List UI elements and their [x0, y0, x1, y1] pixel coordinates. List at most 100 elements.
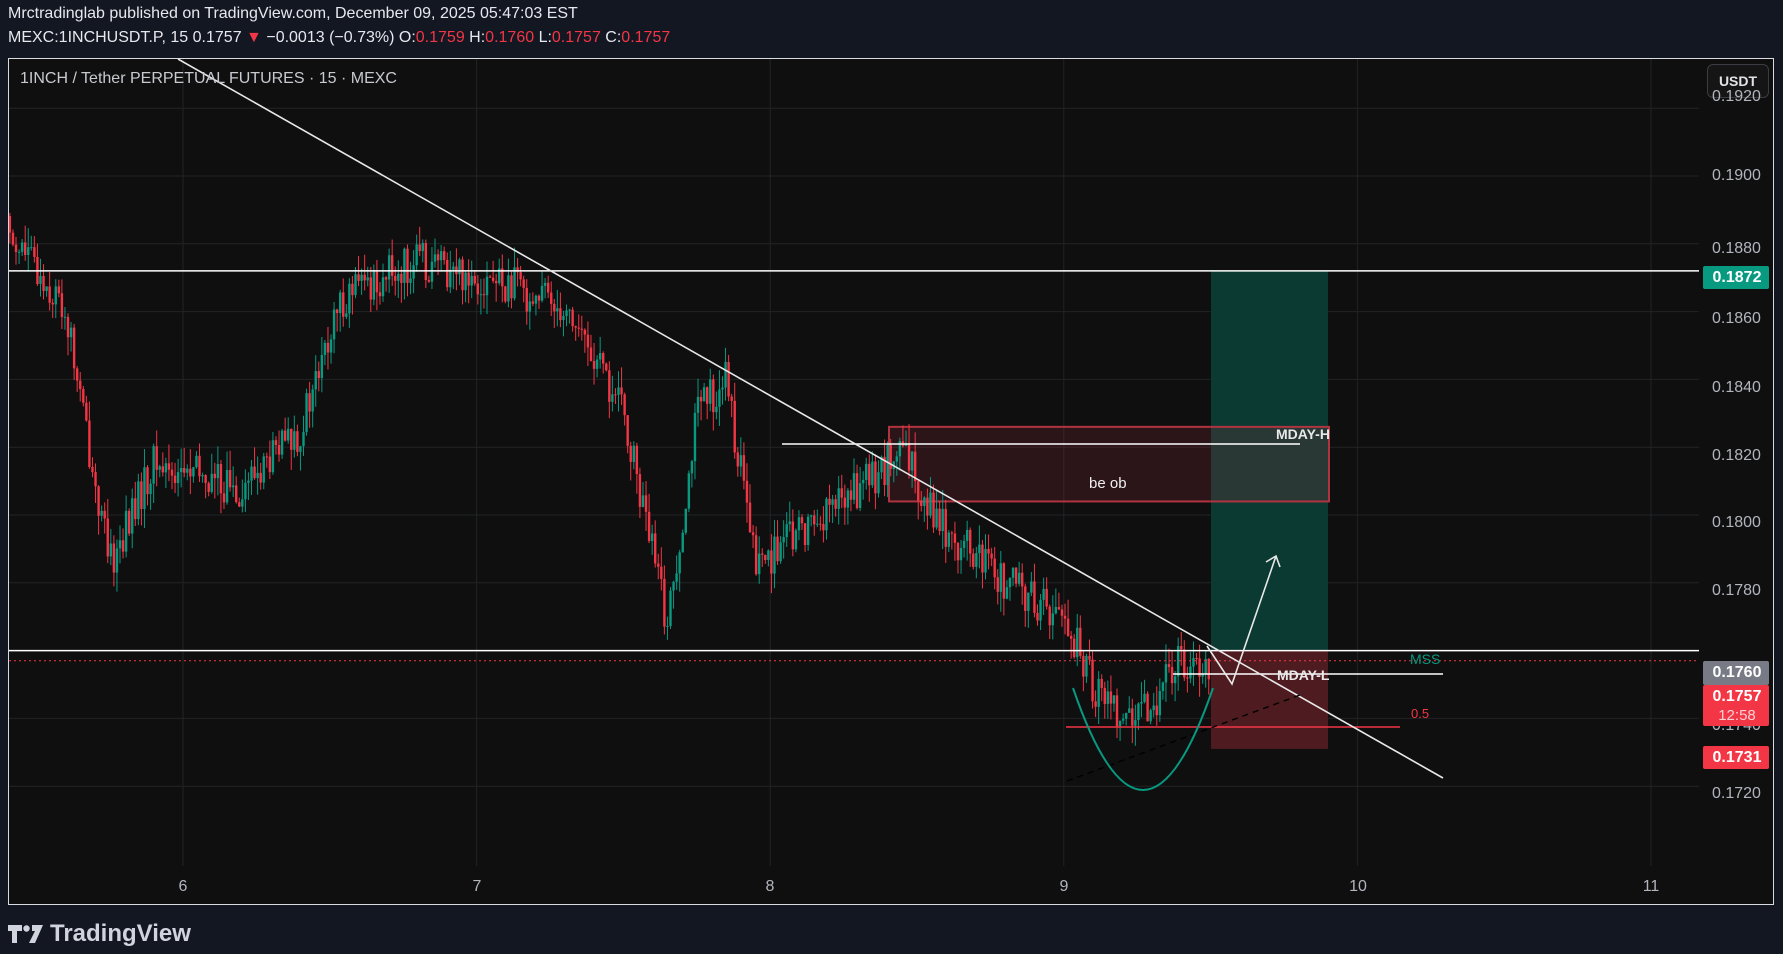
candle-body — [1008, 577, 1012, 588]
candle-body — [990, 553, 993, 559]
candle-body — [1207, 658, 1210, 680]
candle-body — [733, 400, 736, 453]
candle-body — [1036, 612, 1039, 621]
candle-body — [620, 387, 623, 395]
candle-body — [1158, 691, 1162, 716]
candle-body — [176, 472, 180, 484]
candle-body — [794, 530, 798, 550]
candle-body — [442, 251, 446, 260]
candle-body — [522, 279, 525, 288]
candle-body — [690, 461, 694, 474]
candle-body — [375, 270, 379, 293]
candle-body — [127, 510, 131, 534]
mday-high-label: MDAY-H — [1276, 426, 1330, 442]
candle-body — [516, 267, 519, 273]
candle-body — [170, 469, 174, 476]
candle-body — [485, 276, 489, 296]
candle-body — [562, 315, 565, 321]
candle-body — [1024, 586, 1027, 611]
candle-body — [583, 329, 587, 335]
candle-body — [1094, 701, 1097, 707]
candle-body — [189, 468, 192, 477]
candle-body — [861, 479, 865, 484]
candle-body — [962, 540, 966, 548]
candle-body — [874, 461, 877, 494]
candle-body — [715, 406, 718, 413]
candle-body — [709, 379, 712, 404]
candle-body — [244, 482, 247, 500]
candle-body — [491, 277, 495, 281]
candle-body — [978, 544, 981, 554]
candle-body — [418, 244, 421, 252]
bar-countdown: 12:58 — [1718, 707, 1756, 724]
last-price: 0.1757 — [192, 29, 242, 46]
close-value: 0.1757 — [621, 29, 671, 46]
candle-body — [131, 498, 134, 534]
high-label: H: — [469, 29, 486, 46]
candle-body — [115, 548, 119, 573]
candle-body — [1167, 664, 1171, 668]
candle-body — [317, 371, 320, 379]
candle-body — [519, 272, 522, 280]
candle-body — [69, 327, 73, 338]
candle-body — [1033, 581, 1036, 613]
candle-body — [852, 473, 856, 500]
candle-body — [290, 428, 293, 450]
candle-body — [137, 481, 140, 520]
candle-body — [412, 265, 415, 279]
tradingview-logo-icon — [8, 925, 43, 943]
candle-body — [739, 455, 743, 467]
candle-body — [30, 247, 33, 249]
candle-body — [699, 396, 703, 402]
candle-body — [1146, 693, 1149, 722]
candle-body — [75, 368, 79, 381]
candle-body — [335, 309, 339, 314]
currency-button[interactable]: USDT — [1707, 64, 1769, 98]
candle-body — [222, 493, 226, 503]
candle-body — [947, 532, 951, 547]
candle-body — [1060, 609, 1064, 616]
candle-body — [592, 361, 596, 369]
candle-body — [1137, 703, 1140, 721]
time-label: 9 — [1059, 878, 1069, 895]
candle-body — [1030, 581, 1033, 593]
candle-body — [712, 379, 715, 413]
candle-body — [253, 466, 256, 479]
candle-body — [17, 251, 21, 253]
candle-body — [657, 563, 660, 567]
candle-body — [996, 577, 999, 592]
candle-body — [173, 475, 177, 484]
candle-body — [828, 498, 831, 505]
candle-body — [213, 473, 217, 479]
candle-body — [366, 277, 369, 281]
order-block-box — [888, 425, 1330, 503]
candle-body — [767, 550, 770, 560]
chart-frame[interactable] — [8, 58, 1774, 905]
candle-body — [323, 342, 327, 356]
candle-body — [464, 272, 467, 291]
candle-body — [262, 456, 265, 483]
mss-label: MSS — [1410, 651, 1441, 667]
candle-body — [1103, 687, 1106, 704]
candle-body — [559, 308, 562, 321]
candle-body — [415, 244, 418, 266]
close-label: C: — [605, 29, 622, 46]
candle-body — [57, 286, 61, 294]
candle-body — [926, 497, 929, 516]
candle-body — [617, 387, 620, 395]
candle-body — [917, 481, 920, 501]
candle-body — [776, 536, 779, 562]
candle-body — [498, 268, 501, 284]
candle-body — [473, 275, 476, 284]
candle-body — [6, 216, 8, 227]
candle-body — [1076, 627, 1079, 658]
candle-body — [33, 247, 36, 257]
candle-body — [751, 532, 755, 536]
candle-body — [207, 483, 210, 492]
candle-body — [274, 440, 278, 446]
candle-body — [85, 402, 88, 421]
candle-body — [825, 498, 828, 531]
candle-body — [534, 295, 538, 304]
candle-body — [913, 451, 917, 482]
